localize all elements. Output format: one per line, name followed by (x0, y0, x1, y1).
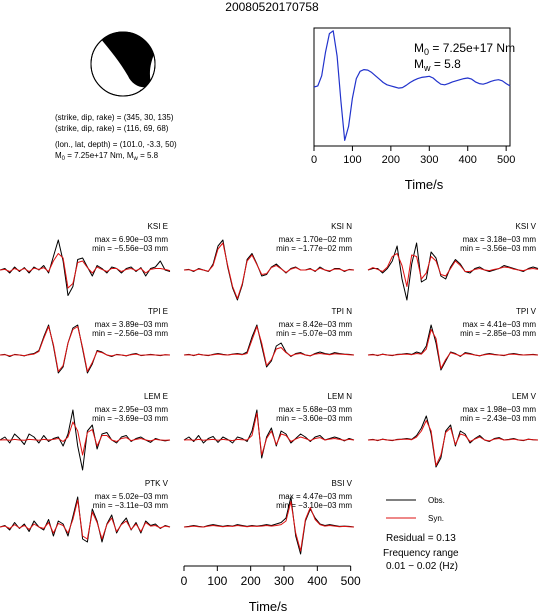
frequency-range-label: Frequency range (383, 548, 459, 559)
station-min: min = −5.07e−03 mm (276, 329, 352, 338)
waveform-x-tick-label: 200 (241, 574, 261, 588)
observed-waveform (367, 242, 539, 301)
synthetic-waveform (367, 253, 539, 287)
station-max: max = 1.98e−03 mm (463, 405, 537, 414)
waveform-x-tick-label: 300 (274, 574, 294, 588)
station-name: KSI E (148, 222, 168, 231)
station-max: max = 2.95e−03 mm (95, 405, 169, 414)
stf-x-tick-label: 500 (497, 154, 515, 166)
station-name: BSI V (332, 479, 353, 488)
station-min: min = −3.11e−03 mm (93, 501, 169, 510)
observed-waveform (367, 415, 539, 468)
waveform-x-tick-label: 500 (341, 574, 361, 588)
chart-title: 20080520170758 (225, 0, 319, 14)
station-min: min = −3.56e−03 mm (460, 244, 536, 253)
synthetic-waveform (0, 421, 171, 456)
synthetic-waveform (0, 499, 171, 540)
station-name: LEM N (328, 392, 353, 401)
synthetic-waveform (0, 253, 171, 289)
station-min: min = −2.85e−03 mm (460, 329, 536, 338)
legend-synthetic-label: Syn. (428, 514, 444, 523)
waveform-time-axis: 0 100 200 300 400 500 (181, 565, 361, 588)
synthetic-waveform (367, 329, 539, 369)
station-min: min = −2.43e−03 mm (460, 414, 536, 423)
station-min: min = −3.69e−03 mm (92, 414, 168, 423)
stf-series-line (313, 30, 511, 141)
station-name: LEM E (144, 392, 168, 401)
moment-magnitude-line: M0 = 7.25e+17 Nm, Mw = 5.8 (55, 151, 159, 162)
stf-x-tick-label: 200 (382, 154, 400, 166)
nodal-plane-2: (strike, dip, rake) = (116, 69, 68) (55, 124, 169, 133)
synthetic-waveform (183, 242, 355, 299)
station-name: TPI N (332, 307, 353, 316)
station-max: max = 5.68e−03 mm (279, 405, 353, 414)
station-max: max = 5.02e−03 mm (95, 492, 169, 501)
observed-waveform (183, 496, 355, 555)
stf-xlabel: Time/s (405, 177, 444, 192)
waveform-x-tick-label: 100 (207, 574, 227, 588)
station-min: min = −1.77e−02 mm (276, 244, 352, 253)
synthetic-waveform (183, 412, 355, 456)
station-max: max = 3.18e−03 mm (463, 235, 537, 244)
residual-label: Residual = 0.13 (386, 533, 456, 544)
focal-mechanism-beachball (90, 31, 156, 97)
legend: Obs. Syn. (386, 496, 445, 523)
stf-x-tick-label: 400 (459, 154, 477, 166)
station-max: max = 6.90e−03 mm (95, 235, 169, 244)
nodal-plane-1: (strike, dip, rake) = (345, 30, 135) (55, 113, 174, 122)
station-min: min = −2.56e−03 mm (92, 329, 168, 338)
synthetic-waveform (183, 501, 355, 552)
source-location: (lon., lat, depth) = (101.0, -3.3, 50) (55, 140, 177, 149)
frequency-range-value: 0.01 − 0.02 (Hz) (386, 561, 458, 572)
waveform-xlabel: Time/s (249, 599, 288, 614)
station-name: LEM V (512, 392, 537, 401)
station-min: min = −3.60e−03 mm (276, 414, 352, 423)
waveform-x-tick-label: 0 (181, 574, 188, 588)
stf-x-tick-label: 300 (420, 154, 438, 166)
legend-observed-label: Obs. (428, 496, 445, 505)
station-max: max = 1.70e−02 mm (279, 235, 353, 244)
station-min: min = −5.56e−03 mm (92, 244, 168, 253)
synthetic-waveform (0, 326, 171, 372)
station-min: min = −3.10e−03 mm (276, 501, 352, 510)
stf-m0-label: M0 = 7.25e+17 Nm (414, 41, 515, 57)
stf-x-tick-label: 0 (311, 154, 317, 166)
station-name: TPI E (148, 307, 168, 316)
station-max: max = 8.42e−03 mm (279, 320, 353, 329)
synthetic-waveform (367, 420, 539, 466)
stf-x-tick-label: 100 (343, 154, 361, 166)
station-max: max = 4.47e−03 mm (279, 492, 353, 501)
observed-waveform (0, 409, 171, 471)
waveform-x-tick-label: 400 (307, 574, 327, 588)
stf-mw-label: Mw = 5.8 (414, 57, 461, 73)
source-time-function-plot: 0 100 200 300 400 500 (311, 27, 515, 166)
station-name: KSI V (516, 222, 537, 231)
station-name: TPI V (516, 307, 537, 316)
station-max: max = 4.41e−03 mm (463, 320, 537, 329)
station-name: PTK V (145, 479, 169, 488)
synthetic-waveform (183, 326, 355, 366)
station-max: max = 3.89e−03 mm (95, 320, 169, 329)
station-name: KSI N (331, 222, 352, 231)
